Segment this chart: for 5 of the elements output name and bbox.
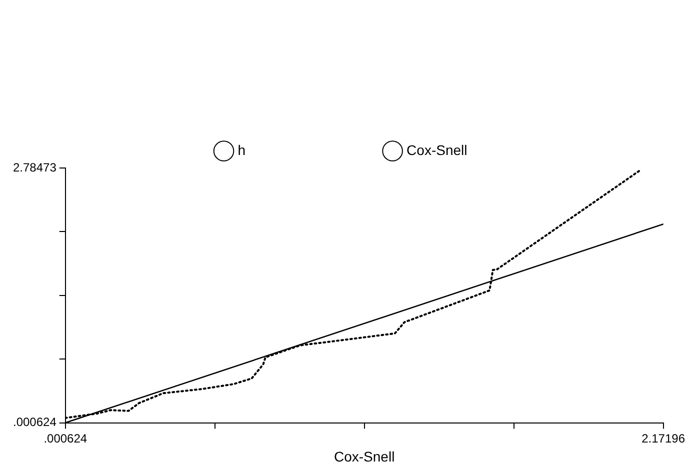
legend-label: Cox-Snell — [406, 142, 468, 158]
x-tick-label: 2.17196 — [642, 431, 686, 446]
legend-label: h — [238, 142, 246, 158]
y-tick-label: 2.78473 — [12, 160, 57, 174]
x-axis-title: Cox-Snell — [334, 448, 395, 464]
